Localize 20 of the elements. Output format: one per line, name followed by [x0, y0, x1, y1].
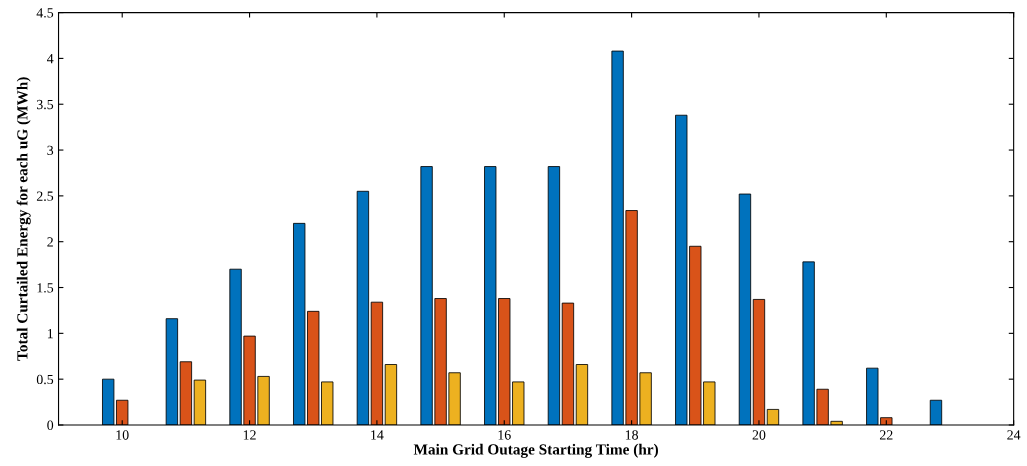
y-tick-label: 3.5	[36, 99, 54, 110]
y-axis-title: Total Curtailed Energy for each uG (MWh)	[16, 77, 31, 361]
y-tick-label: 0.5	[36, 374, 54, 385]
y-tick-label: 2.5	[36, 191, 54, 201]
x-tick-label: 12	[243, 430, 256, 440]
x-tick-label: 24	[1007, 430, 1021, 440]
x-axis-title: Main Grid Outage Starting Time (hr)	[413, 443, 659, 458]
y-tick-label: 1	[47, 329, 53, 339]
x-tick-label: 22	[879, 430, 893, 440]
x-tick-label: 16	[498, 430, 511, 440]
y-tick-label: 4.5	[36, 8, 54, 18]
y-tick-label: 2	[47, 237, 53, 247]
y-tick-label: 0	[47, 420, 54, 430]
x-tick-label: 20	[752, 430, 766, 440]
x-tick-label: 14	[371, 430, 384, 440]
y-tick-label: 3	[47, 145, 54, 156]
x-tick-label: 10	[116, 430, 129, 440]
x-tick-label: 18	[625, 430, 639, 440]
y-tick-label: 1.5	[37, 283, 54, 293]
y-tick-label: 4	[47, 54, 54, 64]
